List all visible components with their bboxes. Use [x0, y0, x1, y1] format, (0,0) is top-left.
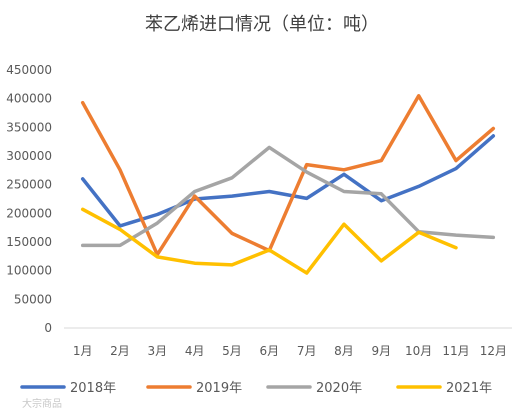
series-line-3	[80, 207, 458, 275]
y-tick-label: 50000	[14, 292, 52, 306]
x-tick-label: 12月	[480, 344, 507, 358]
legend-label: 2019年	[196, 381, 242, 396]
y-tick-label: 350000	[6, 120, 52, 134]
watermark-text: 大宗商品	[22, 397, 62, 410]
series-layer	[80, 94, 496, 275]
series-line-0	[80, 134, 496, 228]
chart-title: 苯乙烯进口情况（单位：吨）	[145, 14, 379, 35]
y-tick-label: 250000	[6, 178, 52, 192]
x-tick-label: 4月	[185, 344, 205, 358]
y-tick-label: 100000	[6, 264, 52, 278]
x-tick-label: 1月	[73, 344, 93, 358]
x-tick-label: 3月	[148, 344, 168, 358]
x-tick-label: 8月	[334, 344, 354, 358]
x-tick-label: 5月	[222, 344, 242, 358]
y-tick-label: 200000	[6, 206, 52, 220]
legend-label: 2018年	[70, 381, 116, 396]
x-tick-label: 10月	[405, 344, 432, 358]
legend-label: 2021年	[446, 381, 492, 396]
x-tick-label: 9月	[372, 344, 392, 358]
x-tick-label: 11月	[442, 344, 469, 358]
series-line-2	[80, 145, 496, 248]
x-tick-label: 2月	[110, 344, 130, 358]
legend-label: 2020年	[316, 381, 362, 396]
x-tick-label: 7月	[297, 344, 317, 358]
y-tick-label: 150000	[6, 235, 52, 249]
y-tick-label: 0	[44, 321, 52, 335]
y-tick-label: 300000	[6, 149, 52, 163]
y-tick-label: 400000	[6, 92, 52, 106]
axis-layer: 0 50000 100000 150000 200000 250000 300000 3500…	[6, 63, 512, 358]
series-line-1	[80, 94, 496, 257]
x-tick-label: 6月	[260, 344, 280, 358]
y-tick-label: 450000	[6, 63, 52, 77]
legend: 2018年 2019年 2020年 2021年	[20, 381, 492, 396]
